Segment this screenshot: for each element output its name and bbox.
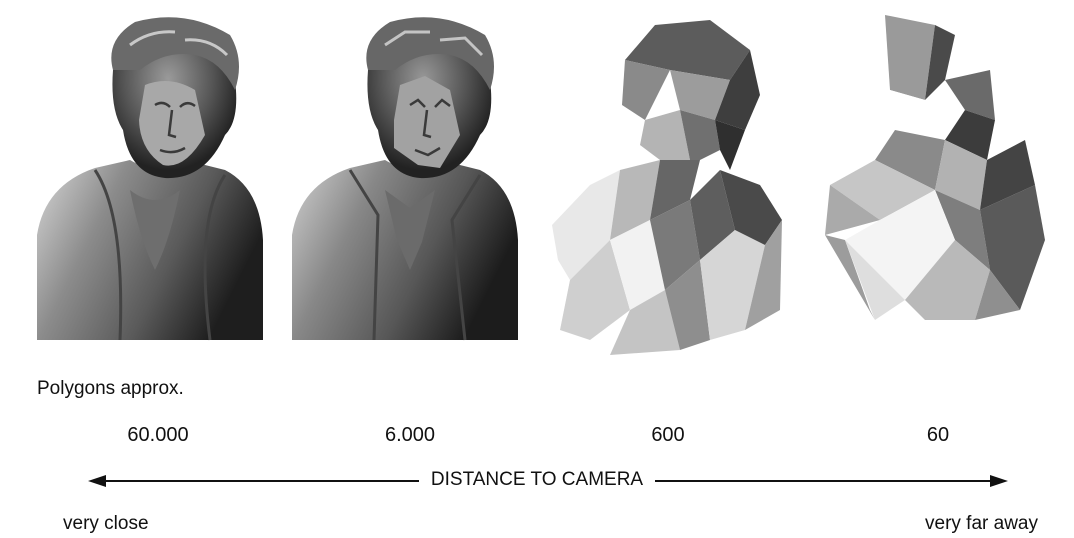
axis-left-label: very close [63,513,149,534]
bust-medium-render [292,17,518,341]
bust-lod-60000-image [35,10,275,360]
distance-axis-arrow [88,468,1008,494]
bust-coarse-render [825,15,1045,320]
polygon-count-level-4: 60 [926,424,950,446]
polygon-count-level-1: 60.000 [127,424,189,446]
bust-lod-600-image [550,10,790,360]
axis-right-label: very far away [925,513,1038,534]
polygon-count-level-2: 6.000 [384,424,436,446]
polygon-count-level-3: 600 [651,424,685,446]
bust-row [35,10,1055,360]
bust-smooth-render [37,17,263,341]
bust-faceted-render [552,20,782,355]
double-arrow-icon [88,475,1008,487]
bust-lod-6000-image [290,10,530,360]
polygons-caption: Polygons approx. [37,378,184,399]
bust-lod-60-image [815,10,1055,360]
